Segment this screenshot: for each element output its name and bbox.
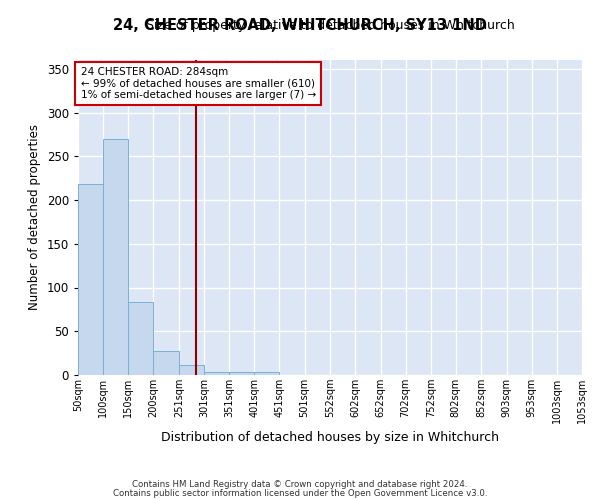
Bar <box>103 138 128 375</box>
Text: 24 CHESTER ROAD: 284sqm
← 99% of detached houses are smaller (610)
1% of semi-de: 24 CHESTER ROAD: 284sqm ← 99% of detache… <box>80 67 316 100</box>
Bar <box>128 302 154 375</box>
Title: Size of property relative to detached houses in Whitchurch: Size of property relative to detached ho… <box>146 20 514 32</box>
Bar <box>154 352 179 375</box>
Text: Contains public sector information licensed under the Open Government Licence v3: Contains public sector information licen… <box>113 488 487 498</box>
Y-axis label: Number of detached properties: Number of detached properties <box>28 124 41 310</box>
Bar <box>204 372 229 375</box>
Text: 24, CHESTER ROAD, WHITCHURCH, SY13 1ND: 24, CHESTER ROAD, WHITCHURCH, SY13 1ND <box>113 18 487 32</box>
X-axis label: Distribution of detached houses by size in Whitchurch: Distribution of detached houses by size … <box>161 432 499 444</box>
Text: Contains HM Land Registry data © Crown copyright and database right 2024.: Contains HM Land Registry data © Crown c… <box>132 480 468 489</box>
Bar <box>78 184 103 375</box>
Bar <box>229 372 254 375</box>
Bar <box>179 364 204 375</box>
Bar <box>254 372 280 375</box>
